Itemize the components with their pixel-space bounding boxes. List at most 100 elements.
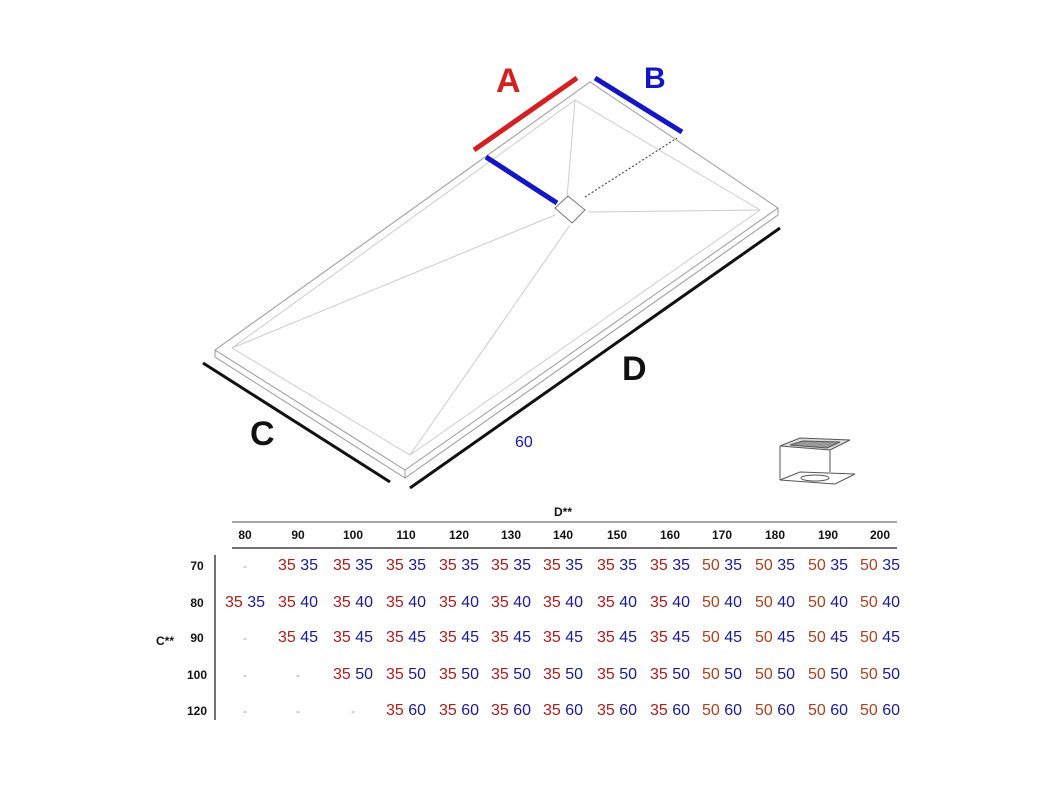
dimension-a-value: 35 <box>438 702 457 719</box>
table-cell: 35 45 <box>543 629 583 647</box>
dimension-a-value: 50 <box>807 666 826 683</box>
dimension-b-value: 35 <box>719 557 743 574</box>
row-header: 70 <box>190 559 204 573</box>
dimension-b-value: 45 <box>614 629 638 646</box>
table-cell: - <box>296 704 300 718</box>
column-header: 160 <box>659 528 681 542</box>
table-cell: 50 50 <box>860 666 900 684</box>
dimension-b-value: 45 <box>719 629 743 646</box>
dimension-b-value: 35 <box>560 557 584 574</box>
table-cell: 35 35 <box>543 557 583 575</box>
dimension-b-value: 50 <box>508 666 532 683</box>
dimension-a-value: 50 <box>859 594 878 611</box>
label-a: A <box>496 62 521 100</box>
dimension-b-value: 50 <box>350 666 374 683</box>
table-cell: 35 45 <box>278 629 318 647</box>
table-cell: 35 35 <box>491 557 531 575</box>
dimension-a-value: 50 <box>807 557 826 574</box>
table-cell: 35 60 <box>386 702 426 720</box>
dimension-b-value: 35 <box>877 557 901 574</box>
tray-side-outline <box>214 208 779 479</box>
dimension-a-value: 50 <box>859 702 878 719</box>
table-cell: 50 40 <box>808 594 848 612</box>
dimension-b-value: 45 <box>877 629 901 646</box>
dimension-b-value: 40 <box>350 594 374 611</box>
table-cell: 50 50 <box>702 666 742 684</box>
column-header: 80 <box>238 528 252 542</box>
table-cell: 35 60 <box>439 702 479 720</box>
dimension-a-value: 35 <box>649 666 668 683</box>
dimension-b-value: 40 <box>614 594 638 611</box>
dimension-b-value: 50 <box>560 666 584 683</box>
dimension-a-value: 35 <box>542 557 561 574</box>
table-cell: 50 35 <box>860 557 900 575</box>
table-cell: - <box>243 668 247 682</box>
table-cell: 35 60 <box>597 702 637 720</box>
table-cell: 35 50 <box>543 666 583 684</box>
dimension-b-value: 50 <box>456 666 480 683</box>
drain-width-label: 60 <box>515 434 533 451</box>
dimension-b-value: 60 <box>877 702 901 719</box>
dimension-b-value: 35 <box>295 557 319 574</box>
column-header: 90 <box>291 528 305 542</box>
dimension-a-value: 50 <box>807 594 826 611</box>
dimension-a-value: 35 <box>385 666 404 683</box>
dimension-a-value: 35 <box>332 594 351 611</box>
column-header: 120 <box>448 528 470 542</box>
dimension-b-value: 50 <box>719 666 743 683</box>
slope-lines <box>231 99 761 456</box>
table-cell: 50 40 <box>860 594 900 612</box>
dimension-a-value: 35 <box>542 666 561 683</box>
table-cell: 35 50 <box>491 666 531 684</box>
dimension-a-value: 35 <box>542 702 561 719</box>
dimension-a-value: 35 <box>490 702 509 719</box>
dimension-a-value: 35 <box>438 629 457 646</box>
dimension-b-value: 45 <box>825 629 849 646</box>
column-header: 170 <box>711 528 733 542</box>
dimension-a-value: 35 <box>438 594 457 611</box>
dimension-b-value: 45 <box>403 629 427 646</box>
column-header: 200 <box>869 528 891 542</box>
table-cell: 35 35 <box>333 557 373 575</box>
label-c: C <box>250 415 275 453</box>
dimension-a-value: 35 <box>596 629 615 646</box>
table-cell: 35 40 <box>439 594 479 612</box>
table-cell: 35 45 <box>439 629 479 647</box>
dimension-b-value: 40 <box>456 594 480 611</box>
dimension-b-value: 60 <box>403 702 427 719</box>
table-cell: 50 40 <box>755 594 795 612</box>
dimension-a-value: 50 <box>754 702 773 719</box>
dimension-b-value: 40 <box>667 594 691 611</box>
dimension-b-value: 40 <box>403 594 427 611</box>
dimension-a-line <box>472 75 579 153</box>
dimension-a-value: 35 <box>596 702 615 719</box>
dimension-a-value: 35 <box>277 557 296 574</box>
table-cell: 35 45 <box>386 629 426 647</box>
table-cell: - <box>296 668 300 682</box>
column-header: 140 <box>552 528 574 542</box>
table-cell: 50 60 <box>702 702 742 720</box>
dimension-a-value: 50 <box>754 557 773 574</box>
drain-width-line <box>484 154 559 206</box>
row-header: 80 <box>190 596 204 610</box>
dotted-line <box>584 137 678 198</box>
drain-outline <box>554 195 586 224</box>
table-cell: 50 60 <box>755 702 795 720</box>
table-cell: 35 35 <box>597 557 637 575</box>
dimension-d-line <box>409 226 781 490</box>
dimension-b-value: 35 <box>456 557 480 574</box>
dimension-a-value: 35 <box>649 594 668 611</box>
dimension-a-value: 35 <box>224 594 243 611</box>
table-cell: 50 45 <box>755 629 795 647</box>
dimension-b-value: 50 <box>614 666 638 683</box>
dimension-a-value: 35 <box>649 629 668 646</box>
dimension-a-value: 50 <box>754 594 773 611</box>
dimension-b-value: 40 <box>772 594 796 611</box>
table-cell: 50 35 <box>755 557 795 575</box>
dimension-b-value: 35 <box>242 594 266 611</box>
dimension-a-value: 35 <box>332 629 351 646</box>
dimension-b-value: 50 <box>877 666 901 683</box>
column-header: 180 <box>764 528 786 542</box>
table-cell: 35 45 <box>650 629 690 647</box>
